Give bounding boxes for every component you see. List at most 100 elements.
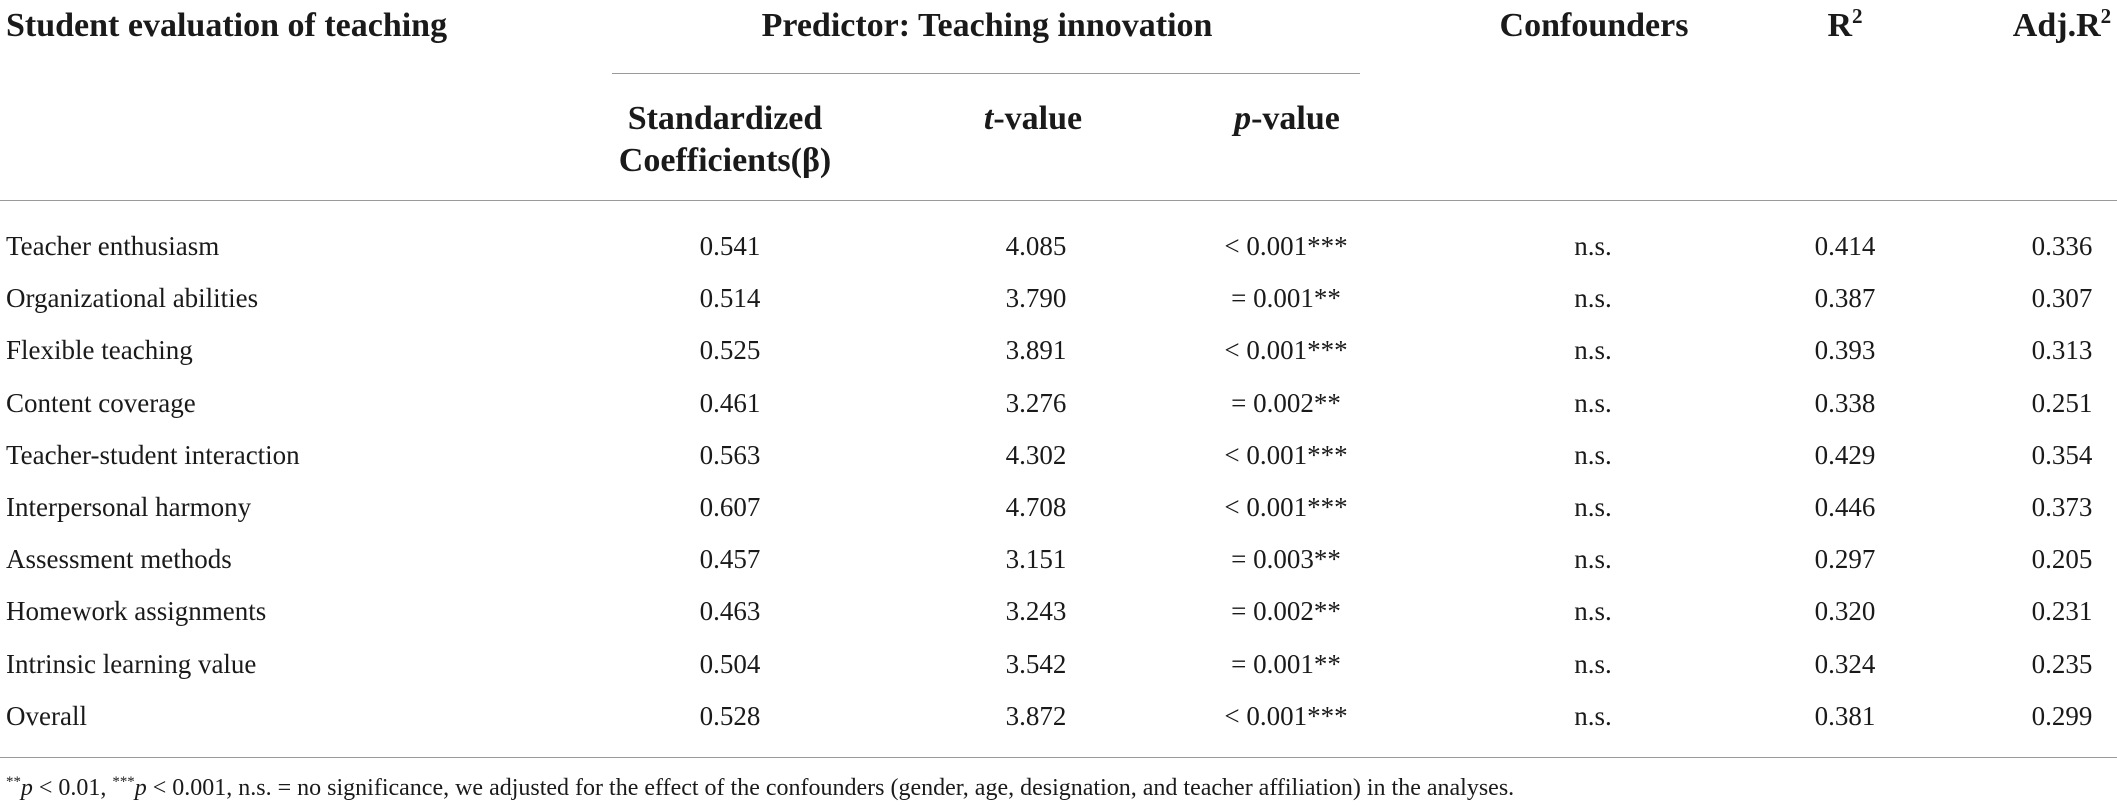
adj-r-squared-cell: 0.299 (2031, 700, 2093, 731)
row-label: Flexible teaching (6, 335, 193, 366)
beta-cell: 0.607 (699, 492, 761, 522)
t-italic: t (983, 100, 994, 137)
t-value-cell: 3.151 (1005, 544, 1067, 575)
adj-r-squared-cell: 0.354 (2031, 439, 2093, 470)
t-rest: -value (993, 100, 1083, 137)
confounders-cell: n.s. (1574, 439, 1612, 470)
t-value-cell: 3.243 (1005, 596, 1067, 627)
column-header-predictor-group: Predictor: Teaching innovation (761, 7, 1213, 44)
confounders-cell: n.s. (1574, 492, 1612, 522)
predictor-group-rule (612, 73, 1360, 74)
t-value-cell: 4.302 (1005, 439, 1067, 470)
confounders-cell: n.s. (1574, 648, 1612, 679)
t-value-cell: 3.542 (1005, 648, 1067, 679)
r-squared-cell: 0.393 (1814, 335, 1876, 366)
row-label: Homework assignments (6, 596, 267, 627)
confounders-cell: n.s. (1574, 387, 1612, 418)
p-value-cell: = 0.001** (1231, 283, 1341, 314)
beta-cell: 0.528 (699, 700, 761, 731)
beta-cell: 0.514 (699, 283, 761, 314)
t-value-cell: 3.891 (1005, 335, 1067, 366)
row-label: Interpersonal harmony (6, 492, 252, 522)
adj-r-squared-cell: 0.205 (2031, 544, 2093, 575)
column-header-r-squared: R2 (1827, 3, 1863, 46)
beta-cell: 0.504 (699, 648, 761, 679)
confounders-cell: n.s. (1574, 231, 1612, 261)
adj-r-squared-cell: 0.373 (2031, 492, 2093, 522)
p-value-cell: < 0.001*** (1224, 439, 1348, 470)
header-bottom-rule (0, 200, 2117, 201)
p-value-cell: < 0.001*** (1224, 492, 1348, 522)
footnote-stars-2: ** (6, 773, 21, 790)
row-label: Teacher-student interaction (6, 439, 300, 470)
r-squared-cell: 0.387 (1814, 283, 1876, 314)
footnote-stars-3: *** (112, 773, 135, 790)
t-value-cell: 3.276 (1005, 387, 1067, 418)
r-squared-cell: 0.429 (1814, 439, 1876, 470)
table-row: Overall 0.528 3.872 < 0.001*** n.s. 0.381 0.29… (0, 690, 2117, 742)
table-row: Content coverage 0.461 3.276 = 0.002** n.s. 0… (0, 377, 2117, 429)
confounders-cell: n.s. (1574, 700, 1612, 731)
row-label: Organizational abilities (6, 283, 259, 314)
table-row: Assessment methods 0.457 3.151 = 0.003** n.s… (0, 533, 2117, 585)
table-footnote: **p < 0.01, ***p < 0.001, n.s. = no sign… (6, 772, 1514, 804)
table-row: Teacher-student interaction 0.563 4.302 < 0… (0, 429, 2117, 481)
t-value-cell: 4.708 (1005, 492, 1067, 522)
beta-cell: 0.461 (699, 387, 761, 418)
column-header-adj-r-squared: Adj.R2 (2012, 3, 2112, 46)
table-row: Organizational abilities 0.514 3.790 = 0.00… (0, 272, 2117, 324)
table-row: Homework assignments 0.463 3.243 = 0.002** n… (0, 585, 2117, 637)
adj-r-squared-cell: 0.336 (2031, 231, 2093, 261)
beta-header-line1: Standardized (627, 100, 823, 137)
beta-cell: 0.563 (699, 439, 761, 470)
t-value-cell: 4.085 (1005, 231, 1067, 261)
adj-r-squared-cell: 0.231 (2031, 596, 2093, 627)
beta-cell: 0.457 (699, 544, 761, 575)
table-row: Interpersonal harmony 0.607 4.708 < 0.001**… (0, 481, 2117, 533)
p-value-cell: = 0.002** (1231, 596, 1341, 627)
table-row: Flexible teaching 0.525 3.891 < 0.001*** n.s… (0, 324, 2117, 376)
footnote-p1: p (20, 775, 33, 801)
beta-cell: 0.541 (699, 231, 761, 261)
r-squared-cell: 0.338 (1814, 387, 1876, 418)
p-value-cell: = 0.001** (1231, 648, 1341, 679)
table-row: Intrinsic learning value 0.504 3.542 = 0.00… (0, 638, 2117, 690)
adj-r-squared-cell: 0.251 (2031, 387, 2093, 418)
row-label: Teacher enthusiasm (6, 231, 220, 261)
p-rest: -value (1251, 100, 1340, 137)
footnote-text-1: < 0.01, (32, 775, 113, 801)
confounders-cell: n.s. (1574, 283, 1612, 314)
table-bottom-rule (0, 757, 2117, 758)
beta-cell: 0.525 (699, 335, 761, 366)
column-header-t-value: t-value (984, 98, 1082, 140)
r-squared-cell: 0.297 (1814, 544, 1876, 575)
r-squared-cell: 0.320 (1814, 596, 1876, 627)
r-squared-cell: 0.324 (1814, 648, 1876, 679)
adj-r-squared-cell: 0.235 (2031, 648, 2093, 679)
r-squared-sup: 2 (1852, 3, 1863, 28)
confounders-cell: n.s. (1574, 544, 1612, 575)
p-value-cell: < 0.001*** (1224, 700, 1348, 731)
beta-header-line2: Coefficients(β) (618, 142, 832, 179)
t-value-cell: 3.790 (1005, 283, 1067, 314)
row-label: Overall (6, 700, 87, 731)
adj-r-squared-base: Adj.R (2012, 7, 2101, 44)
adj-r-squared-cell: 0.307 (2031, 283, 2093, 314)
row-label: Intrinsic learning value (6, 648, 257, 679)
table-row: Teacher enthusiasm 0.541 4.085 < 0.001*** n.… (0, 220, 2117, 272)
p-value-cell: = 0.002** (1231, 387, 1341, 418)
adj-r-squared-sup: 2 (2100, 3, 2112, 28)
t-value-cell: 3.872 (1005, 700, 1067, 731)
r-squared-cell: 0.446 (1814, 492, 1876, 522)
footnote-text-2: < 0.001, n.s. = no significance, we adju… (146, 775, 1515, 801)
column-header-confounders: Confounders (1499, 7, 1689, 44)
r-squared-cell: 0.414 (1814, 231, 1876, 261)
column-header-student-evaluation: Student evaluation of teaching (6, 7, 448, 44)
p-value-cell: = 0.003** (1231, 544, 1341, 575)
beta-cell: 0.463 (699, 596, 761, 627)
column-header-beta: Standardized Coefficients(β) (619, 98, 831, 182)
r-squared-base: R (1827, 7, 1853, 44)
r-squared-cell: 0.381 (1814, 700, 1876, 731)
p-value-cell: < 0.001*** (1224, 231, 1348, 261)
